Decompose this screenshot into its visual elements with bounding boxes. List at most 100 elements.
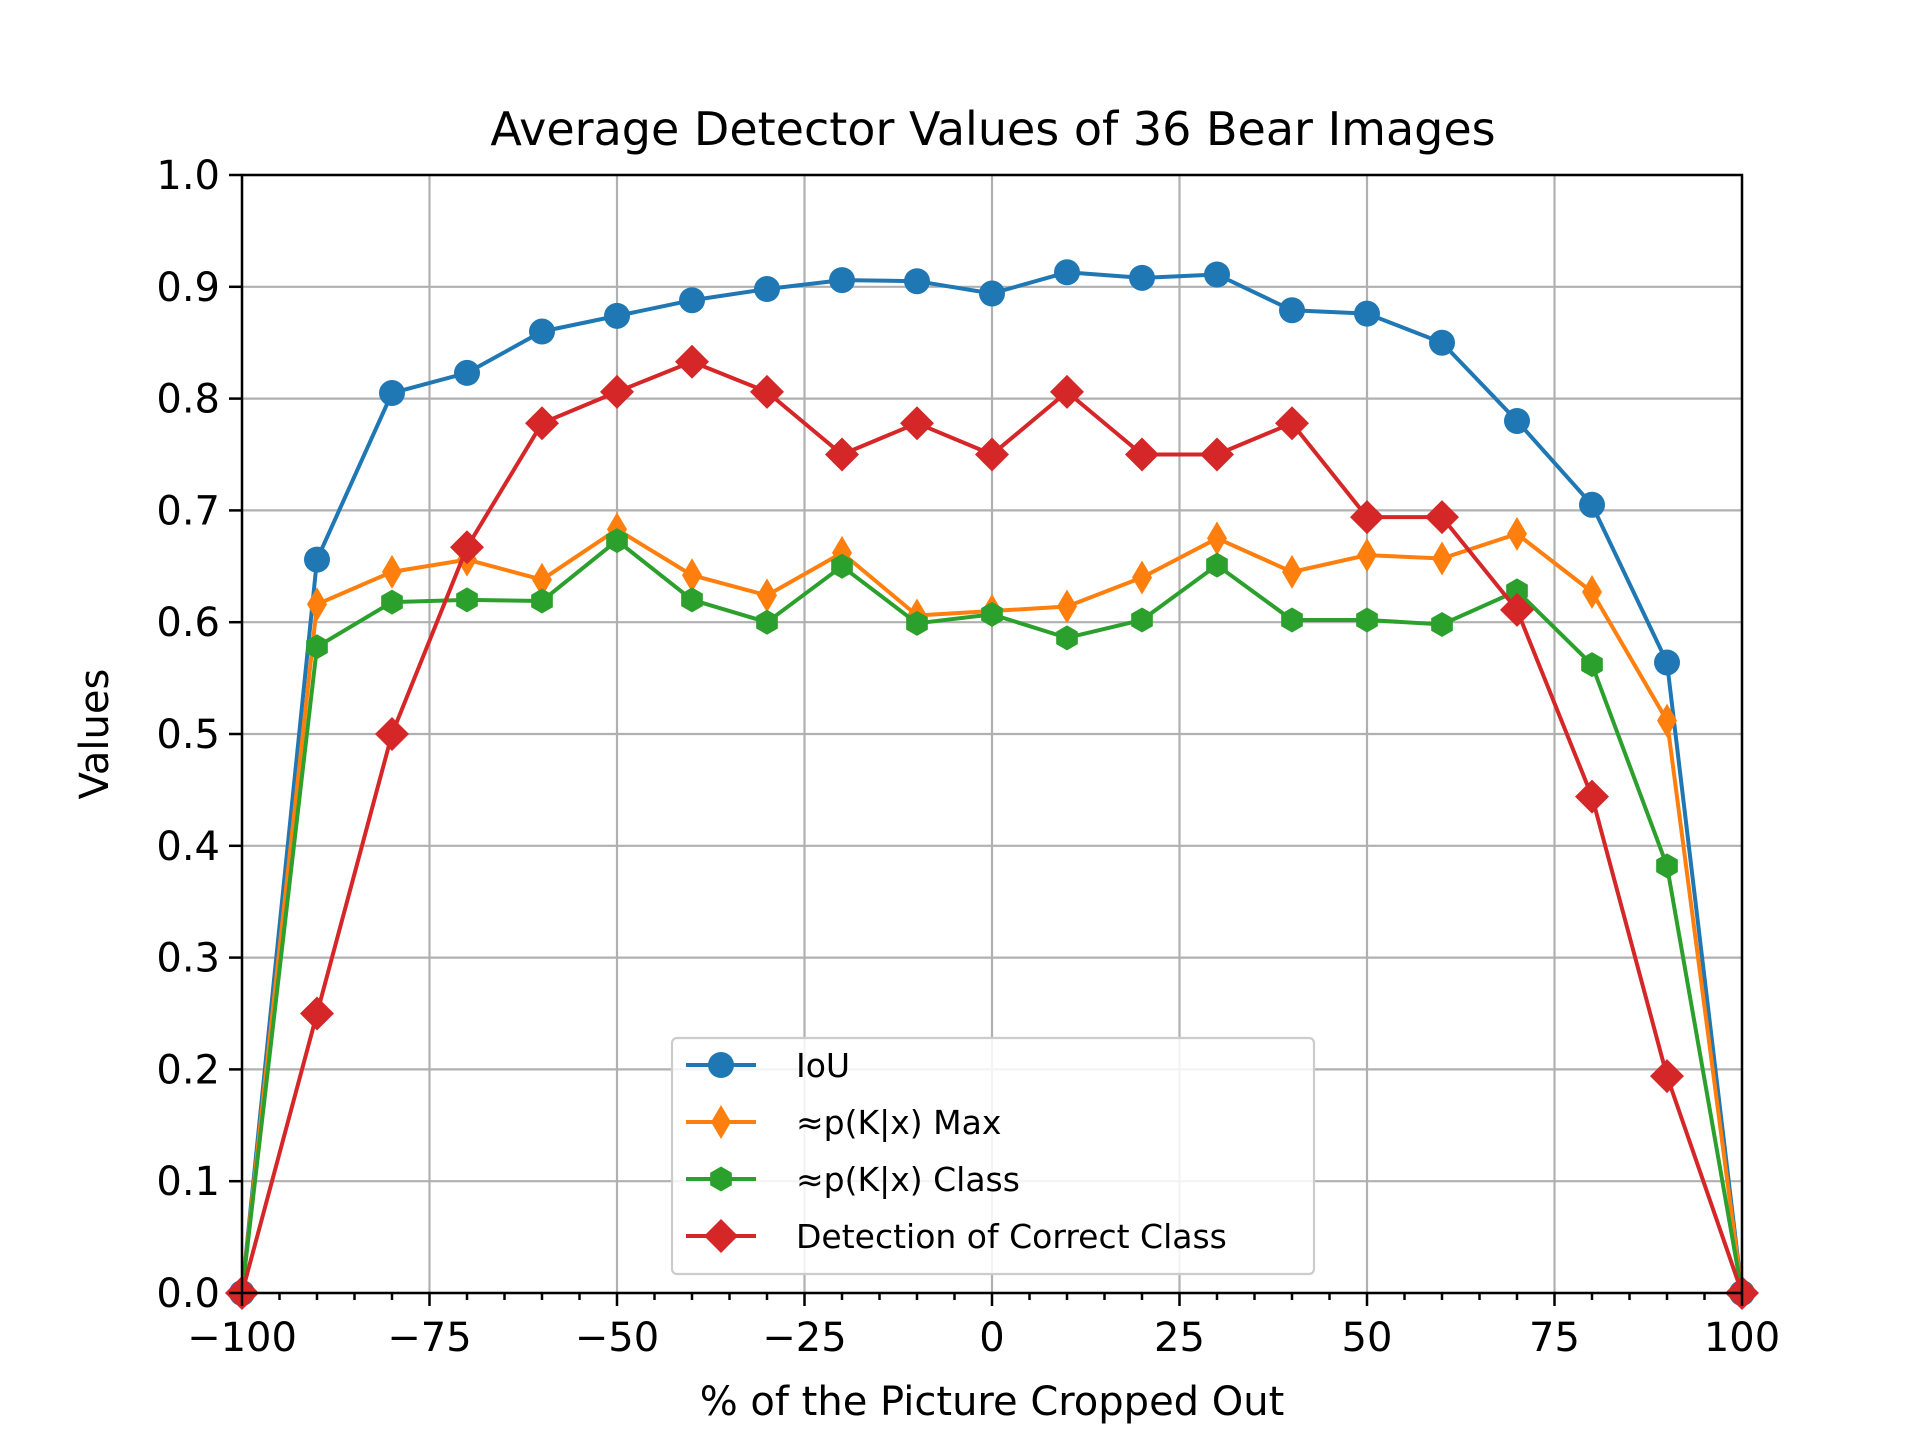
data-point [1581,652,1603,678]
data-point [1356,607,1378,633]
data-point [682,558,702,593]
data-point [1431,611,1453,637]
y-tick-label: 1.0 [156,153,220,199]
data-point [675,344,709,379]
data-point [1506,578,1528,604]
chart-title: Average Detector Values of 36 Bear Image… [490,102,1495,156]
data-point [679,287,705,314]
data-point [1200,437,1234,472]
data-point [900,406,934,441]
y-tick-label: 0.1 [156,1159,220,1205]
data-point [525,406,559,441]
x-tick-label: −100 [187,1315,297,1361]
y-tick-label: 0.9 [156,265,220,311]
y-tick-label: 0.7 [156,488,220,534]
data-point [379,380,405,407]
data-point [1204,261,1230,288]
data-point [604,302,630,329]
data-point [1425,500,1459,535]
data-point [829,267,855,294]
data-point [904,268,930,295]
data-point [1057,589,1077,624]
data-point [600,374,634,409]
data-point [1500,592,1534,627]
legend-box [670,1036,1316,1276]
data-point [531,588,553,614]
series-3 [225,344,1759,1310]
y-tick-label: 0.3 [156,936,220,982]
legend-entry: IoU [686,1046,850,1085]
data-point [450,530,484,565]
x-tick-label: −75 [387,1315,471,1361]
data-point [1282,554,1302,589]
x-tick-label: 0 [979,1315,1004,1361]
data-point [1131,607,1153,633]
data-point [1654,649,1680,676]
legend-entry: ≈p(K|x) Max [686,1103,1001,1142]
series-2 [231,528,1753,1306]
data-point [1432,541,1452,576]
legend-marker [704,1219,738,1253]
y-axis-label: Values [72,669,118,800]
x-tick-label: −25 [762,1315,846,1361]
data-point [1575,779,1609,814]
y-tick-label: 0.8 [156,377,220,423]
y-tick-label: 0.0 [156,1271,220,1317]
data-point [1207,521,1227,556]
data-point [1132,560,1152,595]
data-point [1650,1059,1684,1094]
data-point [454,359,480,386]
x-tick-label: 75 [1529,1315,1580,1361]
y-tick-label: 0.5 [156,712,220,758]
data-point [750,374,784,409]
data-point [681,587,703,613]
data-point [1429,329,1455,356]
x-tick-label: 25 [1154,1315,1205,1361]
data-point [756,609,778,635]
ticks: −100 −75 −50 −25 0 25 50 75 100 0.0 0.1 0.2 0.3 0.4 0.… [156,153,1780,1361]
data-point [375,717,409,751]
data-point [1279,297,1305,324]
x-tick-label: −50 [575,1315,659,1361]
legend-marker [711,1105,731,1139]
legend-marker [710,1166,732,1192]
data-point [1579,491,1605,518]
data-point [1657,703,1677,738]
data-point [906,610,928,636]
data-point [1350,500,1384,535]
data-point [307,587,327,622]
x-axis-label: % of the Picture Cropped Out [700,1379,1285,1425]
data-point [529,318,555,345]
y-tick-label: 0.2 [156,1047,220,1093]
data-point [1504,407,1530,434]
y-tick-label: 0.6 [156,600,220,646]
data-point [1050,374,1084,409]
legend-entry: ≈p(K|x) Class [686,1160,1020,1199]
legend-marker [708,1052,734,1078]
legend: IoU ≈p(K|x) Max ≈p(K|x) Class Detection of … [670,1036,1316,1276]
y-tick-label: 0.4 [156,824,220,870]
data-point [1357,538,1377,573]
data-point [1206,552,1228,578]
data-point [456,587,478,613]
legend-label: Detection of Correct Class [796,1217,1227,1256]
data-point [306,634,328,660]
data-point [831,553,853,579]
legend-entry: Detection of Correct Class [686,1217,1227,1256]
data-point [1056,625,1078,651]
data-point [1125,437,1159,472]
x-tick-label: 50 [1342,1315,1393,1361]
data-point [1656,853,1678,879]
data-point [825,437,859,472]
data-point [975,437,1009,472]
data-point [300,996,334,1031]
legend-label: IoU [796,1046,850,1085]
data-point [981,601,1003,627]
data-point [1129,264,1155,291]
data-point [381,589,403,615]
legend-label: ≈p(K|x) Class [796,1160,1020,1199]
data-point [532,562,552,597]
data-point [1054,259,1080,286]
data-point [1354,300,1380,327]
